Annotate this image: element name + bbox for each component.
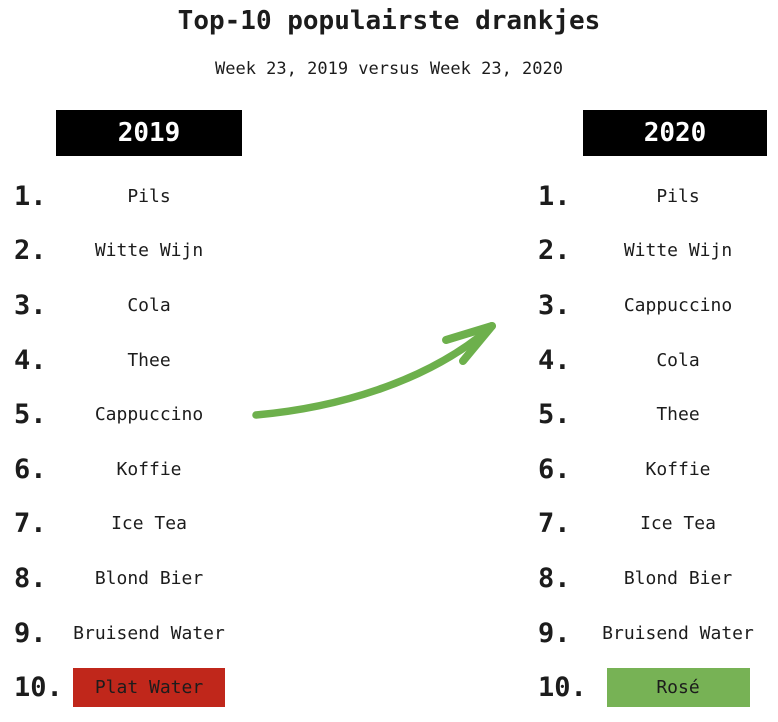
- rank-number: 4.: [538, 344, 571, 376]
- drink-label: Pils: [127, 185, 171, 207]
- drink-label: Bruisend Water: [602, 622, 754, 644]
- drink-label: Rosé: [592, 668, 764, 708]
- drink-label: Blond Bier: [94, 567, 204, 589]
- rank-number: 5.: [14, 399, 47, 431]
- page-title: Top-10 populairste drankjes: [177, 6, 601, 36]
- drink-label: Cappuccino: [623, 294, 733, 316]
- highlight-red-box: Plat Water: [72, 668, 226, 708]
- rank-row: 6. Koffie: [0, 442, 260, 497]
- rank-row: 5. Cappuccino: [0, 387, 260, 442]
- rank-list-2019: 1. Pils 2. Witte Wijn 3. Cola 4. Thee 5.…: [0, 169, 260, 715]
- rank-number: 6.: [14, 453, 47, 485]
- rank-row: 8. Blond Bier: [520, 551, 778, 606]
- rank-row: 6. Koffie: [520, 442, 778, 497]
- rank-number: 4.: [14, 344, 47, 376]
- rank-row: 1. Pils: [520, 169, 778, 224]
- drink-label: Koffie: [645, 458, 711, 480]
- rank-row: 1. Pils: [0, 169, 260, 224]
- drink-label: Ice Tea: [111, 513, 187, 535]
- rank-row: 9. Bruisend Water: [520, 606, 778, 661]
- rank-row: 3. Cola: [0, 278, 260, 333]
- rank-row: 3. Cappuccino: [520, 278, 778, 333]
- rank-number: 5.: [538, 399, 571, 431]
- rank-number: 10.: [538, 672, 587, 704]
- rank-number: 2.: [538, 235, 571, 267]
- rank-number: 9.: [538, 617, 571, 649]
- rank-row: 10. Plat Water: [0, 660, 260, 715]
- page-subtitle: Week 23, 2019 versus Week 23, 2020: [215, 59, 563, 79]
- drink-label: Witte Wijn: [623, 240, 733, 262]
- drink-label: Cola: [656, 349, 700, 371]
- rank-number: 10.: [14, 672, 63, 704]
- rank-row: 8. Blond Bier: [0, 551, 260, 606]
- rank-row: 2. Witte Wijn: [520, 224, 778, 279]
- rank-number: 7.: [538, 508, 571, 540]
- rank-number: 6.: [538, 453, 571, 485]
- rank-row: 10. Rosé: [520, 660, 778, 715]
- rank-number: 9.: [14, 617, 47, 649]
- rank-number: 8.: [14, 562, 47, 594]
- trend-arrow-icon: [252, 322, 496, 419]
- rank-row: 9. Bruisend Water: [0, 606, 260, 661]
- column-2019: 2019 1. Pils 2. Witte Wijn 3. Cola 4. Th…: [0, 110, 260, 715]
- column-header-2020: 2020: [583, 110, 767, 156]
- drink-label: Witte Wijn: [94, 240, 204, 262]
- rank-row: 7. Ice Tea: [0, 497, 260, 552]
- rank-list-2020: 1. Pils 2. Witte Wijn 3. Cappuccino 4. C…: [520, 169, 778, 715]
- drink-label: Cola: [127, 294, 171, 316]
- drink-label: Ice Tea: [640, 513, 716, 535]
- rank-row: 4. Thee: [0, 333, 260, 388]
- drink-label: Plat Water: [68, 668, 230, 708]
- drink-label: Thee: [127, 349, 171, 371]
- rank-row: 2. Witte Wijn: [0, 224, 260, 279]
- drink-label: Koffie: [116, 458, 182, 480]
- drink-label: Pils: [656, 185, 700, 207]
- drink-label: Blond Bier: [623, 567, 733, 589]
- drink-label: Bruisend Water: [73, 622, 225, 644]
- drink-label: Thee: [656, 404, 700, 426]
- rank-number: 3.: [538, 289, 571, 321]
- drink-label: Cappuccino: [94, 404, 204, 426]
- rank-number: 1.: [538, 180, 571, 212]
- rank-number: 8.: [538, 562, 571, 594]
- column-header-2019: 2019: [56, 110, 242, 156]
- rank-row: 4. Cola: [520, 333, 778, 388]
- rank-number: 1.: [14, 180, 47, 212]
- column-2020: 2020 1. Pils 2. Witte Wijn 3. Cappuccino…: [520, 110, 778, 715]
- rank-number: 7.: [14, 508, 47, 540]
- rank-number: 2.: [14, 235, 47, 267]
- rank-row: 7. Ice Tea: [520, 497, 778, 552]
- rank-row: 5. Thee: [520, 387, 778, 442]
- rank-number: 3.: [14, 289, 47, 321]
- highlight-green-box: Rosé: [606, 668, 750, 708]
